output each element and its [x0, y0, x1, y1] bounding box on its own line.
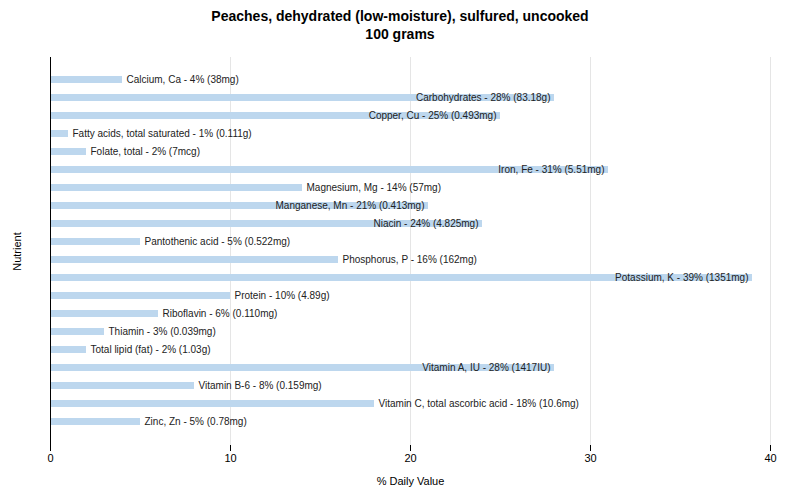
svg-text:Fatty acids, total saturated -: Fatty acids, total saturated - 1% (0.111…	[73, 128, 252, 139]
svg-text:Vitamin B-6 - 8% (0.159mg): Vitamin B-6 - 8% (0.159mg)	[199, 380, 322, 391]
svg-text:Vitamin C, total ascorbic acid: Vitamin C, total ascorbic acid - 18% (10…	[379, 398, 579, 409]
html-text:Peaches, dehydrated (low-moist: Peaches, dehydrated (low-moisture), sulf…	[211, 8, 589, 42]
svg-text:40: 40	[764, 452, 776, 464]
svg-text:20: 20	[404, 452, 416, 464]
svg-text:Thiamin - 3% (0.039mg): Thiamin - 3% (0.039mg)	[109, 326, 216, 337]
svg-text:0: 0	[47, 452, 53, 464]
svg-text:Zinc, Zn - 5% (0.78mg): Zinc, Zn - 5% (0.78mg)	[145, 416, 247, 427]
svg-text:Total lipid (fat) - 2% (1.03g): Total lipid (fat) - 2% (1.03g)	[91, 344, 211, 355]
svg-text:Folate, total - 2% (7mcg): Folate, total - 2% (7mcg)	[91, 146, 200, 157]
svg-text:% Daily Value: % Daily Value	[377, 475, 445, 487]
svg-text:Niacin - 24% (4.825mg): Niacin - 24% (4.825mg)	[373, 218, 478, 229]
svg-text:Magnesium, Mg - 14% (57mg): Magnesium, Mg - 14% (57mg)	[307, 182, 442, 193]
svg-text:Riboflavin - 6% (0.110mg): Riboflavin - 6% (0.110mg)	[163, 308, 278, 319]
svg-text:30: 30	[584, 452, 596, 464]
svg-text:Calcium, Ca - 4% (38mg): Calcium, Ca - 4% (38mg)	[127, 74, 239, 85]
svg-text:Protein - 10% (4.89g): Protein - 10% (4.89g)	[235, 290, 330, 301]
svg-text:Iron, Fe - 31% (5.51mg): Iron, Fe - 31% (5.51mg)	[498, 164, 604, 175]
svg-text:Nutrient: Nutrient	[11, 232, 23, 271]
svg-text:Copper, Cu - 25% (0.493mg): Copper, Cu - 25% (0.493mg)	[369, 110, 497, 121]
svg-text:Carbohydrates - 28% (83.18g): Carbohydrates - 28% (83.18g)	[416, 92, 551, 103]
svg-text:10: 10	[224, 452, 236, 464]
svg-text:Manganese, Mn - 21% (0.413mg): Manganese, Mn - 21% (0.413mg)	[276, 200, 425, 211]
svg-text:Potassium, K - 39% (1351mg): Potassium, K - 39% (1351mg)	[615, 272, 748, 283]
svg-text:Vitamin A, IU - 28% (1417IU): Vitamin A, IU - 28% (1417IU)	[422, 362, 550, 373]
svg-text:Phosphorus, P - 16% (162mg): Phosphorus, P - 16% (162mg)	[343, 254, 477, 265]
svg-text:Pantothenic acid - 5% (0.522mg: Pantothenic acid - 5% (0.522mg)	[145, 236, 291, 247]
